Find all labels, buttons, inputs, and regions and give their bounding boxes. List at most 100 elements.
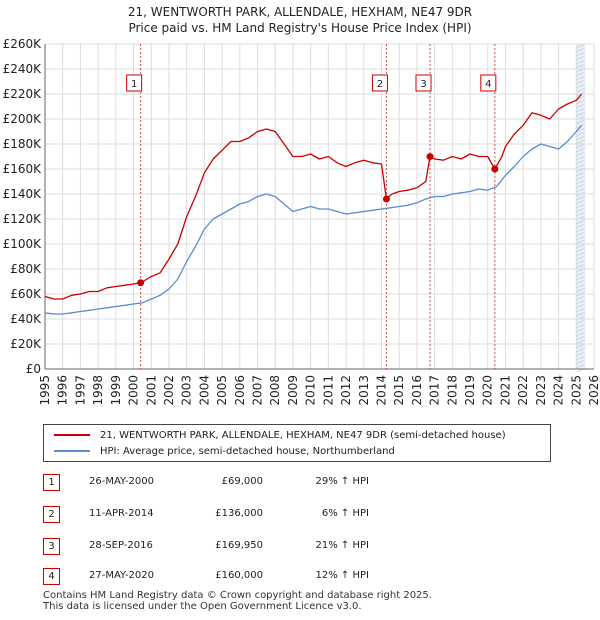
legend-property-swatch bbox=[54, 434, 90, 436]
forecast-hatch bbox=[576, 283, 586, 289]
x-tick-label: 2017 bbox=[428, 375, 442, 406]
x-tick-label: 2004 bbox=[197, 375, 211, 406]
x-tick-label: 2005 bbox=[215, 375, 229, 406]
forecast-hatch bbox=[576, 279, 586, 285]
forecast-hatch bbox=[576, 355, 586, 361]
forecast-hatch bbox=[576, 135, 586, 141]
sale-point bbox=[426, 153, 434, 161]
forecast-hatch bbox=[576, 259, 586, 265]
sale-number-box bbox=[126, 74, 143, 92]
sale-number-box bbox=[415, 74, 432, 92]
y-tick-label: £20K bbox=[10, 337, 42, 351]
forecast-hatch bbox=[576, 231, 586, 237]
x-tick-label: 2012 bbox=[339, 375, 353, 406]
forecast-hatch bbox=[576, 275, 586, 281]
sale-date: 26-MAY-2000 bbox=[89, 476, 155, 487]
forecast-hatch bbox=[576, 271, 586, 277]
x-tick-label: 2006 bbox=[233, 375, 247, 406]
y-tick-label: £260K bbox=[3, 37, 43, 51]
chart-title: 21, WENTWORTH PARK, ALLENDALE, HEXHAM, N… bbox=[127, 5, 473, 19]
forecast-hatch bbox=[576, 131, 586, 137]
x-tick-label: 1997 bbox=[73, 375, 87, 406]
forecast-hatch bbox=[576, 343, 586, 349]
sale-number-badge: 1 bbox=[43, 474, 60, 491]
forecast-shade bbox=[576, 44, 586, 369]
forecast-hatch bbox=[576, 127, 586, 133]
x-tick-label: 2022 bbox=[516, 375, 530, 406]
y-tick-label: £200K bbox=[3, 112, 43, 126]
sale-number-box bbox=[371, 74, 388, 92]
x-tick-label: 1996 bbox=[56, 375, 70, 406]
x-tick-label: 2009 bbox=[286, 375, 300, 406]
forecast-hatch bbox=[576, 223, 586, 229]
y-tick-label: £180K bbox=[3, 137, 43, 151]
forecast-hatch bbox=[576, 339, 586, 345]
sale-row: 3 28-SEP-2016 £169,950 21% ↑ HPI bbox=[43, 538, 563, 556]
sale-hpi-diff: 6% ↑ HPI bbox=[321, 508, 369, 519]
forecast-hatch bbox=[576, 159, 586, 165]
forecast-hatch bbox=[576, 299, 586, 305]
forecast-hatch bbox=[576, 139, 586, 145]
sale-hpi-diff: 12% ↑ HPI bbox=[315, 570, 369, 581]
sale-hpi-diff: 29% ↑ HPI bbox=[315, 476, 369, 487]
forecast-hatch bbox=[576, 175, 586, 181]
footer-notice: Contains HM Land Registry data © Crown c… bbox=[43, 590, 432, 612]
sale-price: £169,950 bbox=[215, 540, 263, 551]
forecast-hatch bbox=[576, 307, 586, 313]
sale-price: £69,000 bbox=[221, 476, 263, 487]
forecast-hatch bbox=[576, 107, 586, 113]
forecast-hatch bbox=[576, 211, 586, 217]
forecast-hatch bbox=[576, 99, 586, 105]
forecast-hatch bbox=[576, 63, 586, 69]
y-tick-label: £120K bbox=[3, 212, 43, 226]
forecast-hatch bbox=[576, 179, 586, 185]
sale-point bbox=[137, 279, 145, 287]
forecast-hatch bbox=[576, 363, 586, 369]
legend-hpi-label: HPI: Average price, semi-detached house,… bbox=[100, 446, 395, 457]
forecast-hatch bbox=[576, 47, 586, 53]
y-tick-label: £40K bbox=[10, 312, 42, 326]
x-tick-label: 2019 bbox=[463, 375, 477, 406]
x-tick-label: 2008 bbox=[268, 375, 282, 406]
x-tick-label: 2023 bbox=[534, 375, 548, 406]
x-tick-label: 2002 bbox=[162, 375, 176, 406]
sale-date: 28-SEP-2016 bbox=[89, 540, 153, 551]
forecast-hatch bbox=[576, 247, 586, 253]
sale-number-label: 1 bbox=[131, 79, 137, 90]
y-tick-label: £240K bbox=[3, 62, 43, 76]
forecast-hatch bbox=[576, 227, 586, 233]
forecast-hatch bbox=[576, 255, 586, 261]
forecast-hatch bbox=[576, 199, 586, 205]
forecast-hatch bbox=[576, 83, 586, 89]
y-tick-label: £80K bbox=[10, 262, 42, 276]
sale-number-label: 3 bbox=[420, 79, 426, 90]
forecast-hatch bbox=[576, 163, 586, 169]
sale-number-label: 2 bbox=[377, 79, 383, 90]
forecast-hatch bbox=[576, 243, 586, 249]
sale-date: 27-MAY-2020 bbox=[89, 570, 155, 581]
sale-row: 2 11-APR-2014 £136,000 6% ↑ HPI bbox=[43, 506, 563, 524]
sale-date: 11-APR-2014 bbox=[89, 508, 154, 519]
forecast-hatch bbox=[576, 295, 586, 301]
sale-price: £136,000 bbox=[215, 508, 263, 519]
x-tick-label: 2007 bbox=[251, 375, 265, 406]
forecast-hatch bbox=[576, 183, 586, 189]
x-tick-label: 2018 bbox=[445, 375, 459, 406]
forecast-hatch bbox=[576, 207, 586, 213]
x-tick-label: 2010 bbox=[304, 375, 318, 406]
sale-number-box bbox=[480, 74, 497, 92]
forecast-hatch bbox=[576, 155, 586, 161]
y-tick-label: £140K bbox=[3, 187, 43, 201]
forecast-hatch bbox=[576, 103, 586, 109]
sale-number-badge: 2 bbox=[43, 506, 60, 523]
forecast-hatch bbox=[576, 219, 586, 225]
y-tick-label: £160K bbox=[3, 162, 43, 176]
legend-item-hpi: HPI: Average price, semi-detached house,… bbox=[54, 445, 395, 459]
legend-item-property: 21, WENTWORTH PARK, ALLENDALE, HEXHAM, N… bbox=[54, 429, 506, 443]
y-tick-label: £60K bbox=[10, 287, 42, 301]
x-tick-label: 2016 bbox=[410, 375, 424, 406]
legend-property-label: 21, WENTWORTH PARK, ALLENDALE, HEXHAM, N… bbox=[100, 430, 506, 441]
sale-row: 1 26-MAY-2000 £69,000 29% ↑ HPI bbox=[43, 474, 563, 492]
sale-number-label: 4 bbox=[485, 79, 491, 90]
footer-line-1: Contains HM Land Registry data © Crown c… bbox=[43, 590, 432, 601]
